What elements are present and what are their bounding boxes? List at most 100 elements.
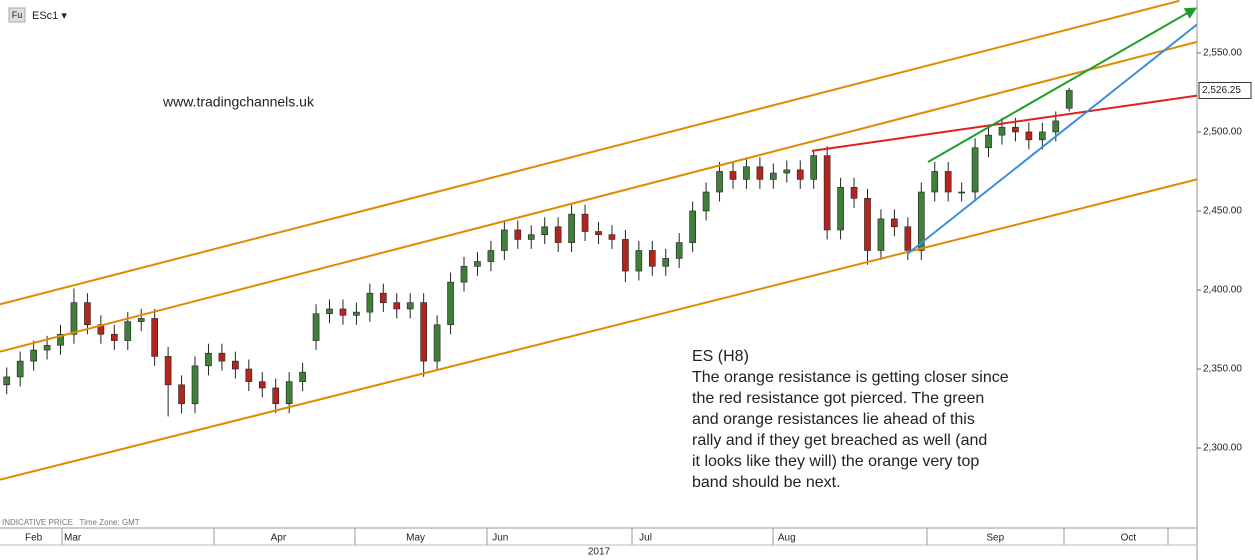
candle-body	[3, 376, 11, 386]
candle-body	[823, 155, 831, 231]
candle-body	[164, 356, 172, 386]
candle-body	[568, 213, 575, 243]
candle-body	[904, 226, 912, 251]
candle-body	[110, 333, 118, 341]
candle-body	[850, 186, 858, 199]
y-tick-label: 2,450.00	[1203, 206, 1242, 217]
candle-body	[272, 387, 280, 405]
candle-body	[191, 365, 199, 405]
candle-body	[84, 302, 91, 326]
symbol-badge: Fu	[12, 10, 23, 20]
candle-body	[258, 381, 266, 389]
candle-body	[447, 281, 454, 326]
candle-body	[917, 191, 925, 251]
candle-body	[393, 302, 401, 310]
candle-body	[581, 213, 589, 232]
month-separators	[61, 528, 1169, 545]
candle-body	[554, 226, 562, 243]
candle-body	[1052, 120, 1060, 133]
candle-body	[43, 345, 51, 351]
trendline	[927, 7, 1198, 163]
candle-body	[501, 229, 508, 251]
website: www.tradingchannels.uk	[162, 94, 315, 110]
candle-body	[70, 302, 78, 335]
candle-body	[420, 302, 427, 362]
candle-body	[353, 311, 360, 316]
annotation-line: the red resistance got pierced. The gree…	[692, 390, 984, 407]
candle-body	[339, 308, 347, 316]
candle-body	[232, 360, 239, 370]
candle-body	[514, 229, 522, 240]
annotation-line: The orange resistance is getting closer …	[692, 369, 1009, 386]
candle-body	[716, 171, 723, 193]
candle-body	[30, 349, 37, 362]
y-tick-label: 2,350.00	[1203, 364, 1242, 375]
trendline	[811, 94, 1198, 152]
candle-body	[285, 381, 293, 405]
candle-body	[635, 250, 643, 272]
x-tick-label: Oct	[1121, 533, 1137, 544]
annotation-line: and orange resistances lie ahead of this	[692, 411, 975, 428]
candle-body	[729, 171, 737, 180]
trendline	[0, 0, 1180, 306]
candle-body	[151, 318, 158, 357]
x-tick-label: Mar	[64, 533, 82, 544]
candle-body	[527, 234, 535, 240]
y-tick-label: 2,300.00	[1203, 443, 1242, 454]
candle-body	[985, 134, 992, 149]
candle-body	[218, 352, 226, 362]
candle-body	[931, 171, 939, 193]
candle-body	[487, 250, 495, 262]
annotation: ES (H8) The orange resistance is getting …	[692, 348, 1009, 491]
candle-body	[57, 333, 64, 346]
x-tick-label: Sep	[986, 533, 1004, 544]
annotation-line: ES (H8)	[692, 348, 749, 365]
candle-body	[998, 126, 1006, 136]
last-price-label: 2,526.25	[1202, 85, 1241, 96]
candle-body	[1012, 126, 1019, 133]
candle-body	[648, 250, 656, 267]
x-tick-label: Feb	[25, 533, 43, 544]
annotation-line: band should be next.	[692, 474, 841, 491]
candle-body	[1065, 90, 1073, 109]
trendline	[0, 178, 1198, 481]
x-tick-label: Jun	[492, 533, 508, 544]
candle-body	[205, 352, 212, 367]
candle-body	[971, 147, 979, 193]
candle-body	[608, 234, 616, 240]
trendline	[0, 40, 1198, 353]
y-tick-label: 2,400.00	[1203, 285, 1242, 296]
candle-body	[245, 368, 253, 382]
candle-body	[16, 360, 24, 378]
candle-body	[864, 198, 871, 251]
x-tick-label: May	[406, 533, 425, 544]
trendline	[907, 23, 1198, 255]
candle-body	[743, 166, 750, 180]
candle-body	[1039, 131, 1046, 141]
y-tick-label: 2,500.00	[1203, 127, 1242, 138]
candle-body	[810, 155, 818, 180]
symbol-badge-box	[8, 7, 26, 23]
candle-body	[770, 172, 777, 180]
candle-body	[460, 265, 468, 283]
candle-body	[796, 169, 804, 180]
candle-body	[474, 261, 481, 267]
x-tick-label: Apr	[271, 533, 287, 544]
candle-body	[541, 226, 549, 235]
footer-note: INDICATIVE PRICE Time Zone: GMT	[2, 518, 140, 527]
candle-body	[326, 308, 333, 315]
candle-body	[178, 384, 185, 405]
annotation-line: it looks like they will) the orange very…	[692, 453, 979, 470]
last-price-box	[1198, 81, 1252, 99]
candle-body	[312, 313, 320, 341]
candle-body	[366, 292, 374, 313]
candle-body	[702, 191, 710, 212]
candle-body	[406, 302, 414, 310]
symbol[interactable]: ESc1 ▾	[32, 10, 67, 22]
annotation-line: rally and if they get breached as well (…	[692, 432, 987, 449]
candle-body	[756, 166, 764, 180]
candle-body	[944, 171, 952, 193]
plot: 2,300.00 2,350.00 2,400.00 2,450.00 2,500.00…	[0, 0, 1252, 544]
